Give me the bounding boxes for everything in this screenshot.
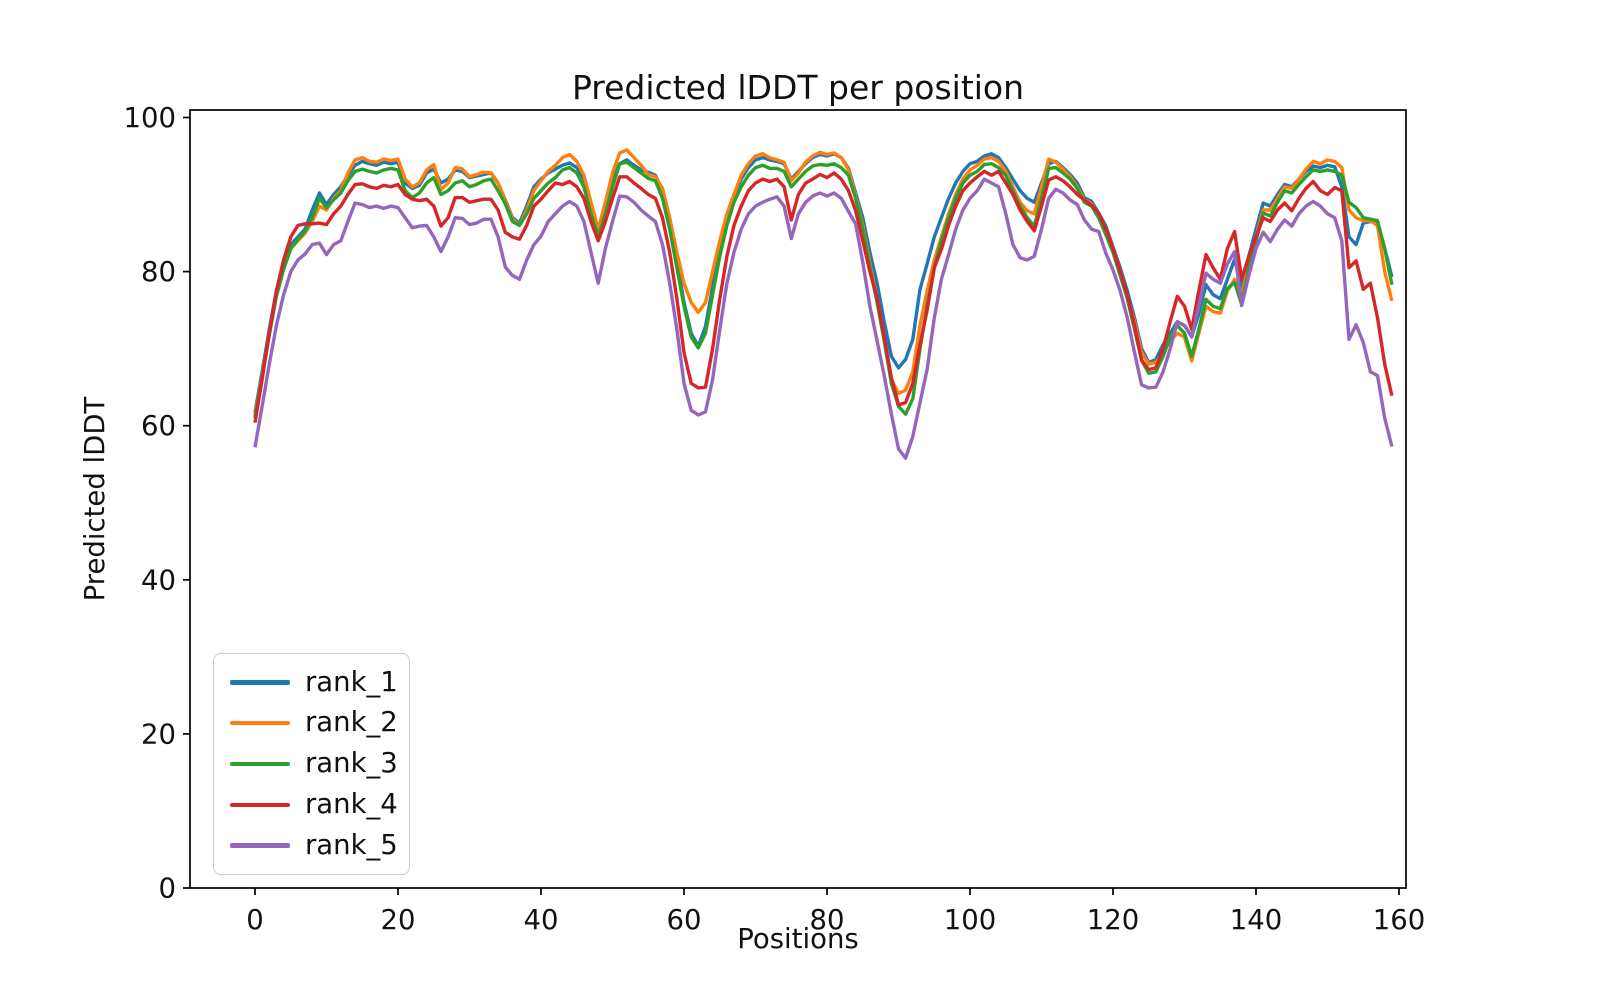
series-lines [253, 148, 1394, 460]
y-tick-label: 100 [124, 102, 177, 134]
legend-label-rank-3: rank_3 [305, 747, 398, 780]
y-tick-label: 20 [141, 718, 176, 750]
legend-line-rank-3 [230, 761, 290, 767]
legend-entry-rank-2: rank_2 [230, 709, 409, 737]
series-line-rank_3 [253, 160, 1394, 419]
x-tick-label: 0 [246, 904, 264, 936]
legend-label-rank-1: rank_1 [305, 665, 398, 698]
legend-label-rank-5: rank_5 [305, 828, 398, 861]
y-tick-label: 40 [141, 564, 176, 596]
y-axis-label: Predicted lDDT [79, 396, 111, 601]
y-tick-label: 80 [141, 256, 176, 288]
x-axis-label: Positions [737, 923, 858, 955]
y-axis-ticks: 0 20 40 60 80 100 [124, 102, 190, 905]
x-tick-label: 160 [1373, 904, 1426, 936]
series-line-rank_1 [253, 151, 1394, 413]
legend-entry-rank-1: rank_1 [230, 665, 409, 698]
legend-label-rank-4: rank_4 [305, 788, 398, 821]
legend-line-rank-2 [230, 720, 290, 726]
legend-entry-rank-3: rank_3 [230, 750, 409, 778]
x-tick-label: 40 [524, 904, 559, 936]
x-tick-label: 80 [810, 904, 845, 936]
legend-entry-rank-4: rank_4 [230, 791, 409, 819]
legend-line-rank-5 [230, 843, 290, 848]
y-tick-label: 0 [159, 873, 177, 905]
legend-entry-rank-5: rank_5 [230, 828, 409, 861]
x-axis-ticks: 0 20 40 60 80 100 120 140 160 [246, 888, 1425, 936]
x-tick-label: 20 [381, 904, 416, 936]
x-tick-label: 60 [667, 904, 702, 936]
y-tick-label: 60 [141, 410, 176, 442]
legend-line-rank-4 [230, 802, 290, 808]
x-tick-label: 120 [1087, 904, 1140, 936]
x-tick-label: 140 [1230, 904, 1283, 936]
legend-label-rank-2: rank_2 [305, 706, 398, 739]
series-line-rank_5 [253, 177, 1394, 460]
legend-line-rank-1 [230, 680, 290, 685]
plot-spines [189, 109, 1407, 889]
series-line-rank_4 [253, 169, 1394, 423]
chart-title: Predicted lDDT per position [572, 68, 1024, 107]
legend: rank_1 rank_2 rank_3 rank_4 rank_5 [213, 653, 410, 875]
x-tick-label: 100 [944, 904, 997, 936]
